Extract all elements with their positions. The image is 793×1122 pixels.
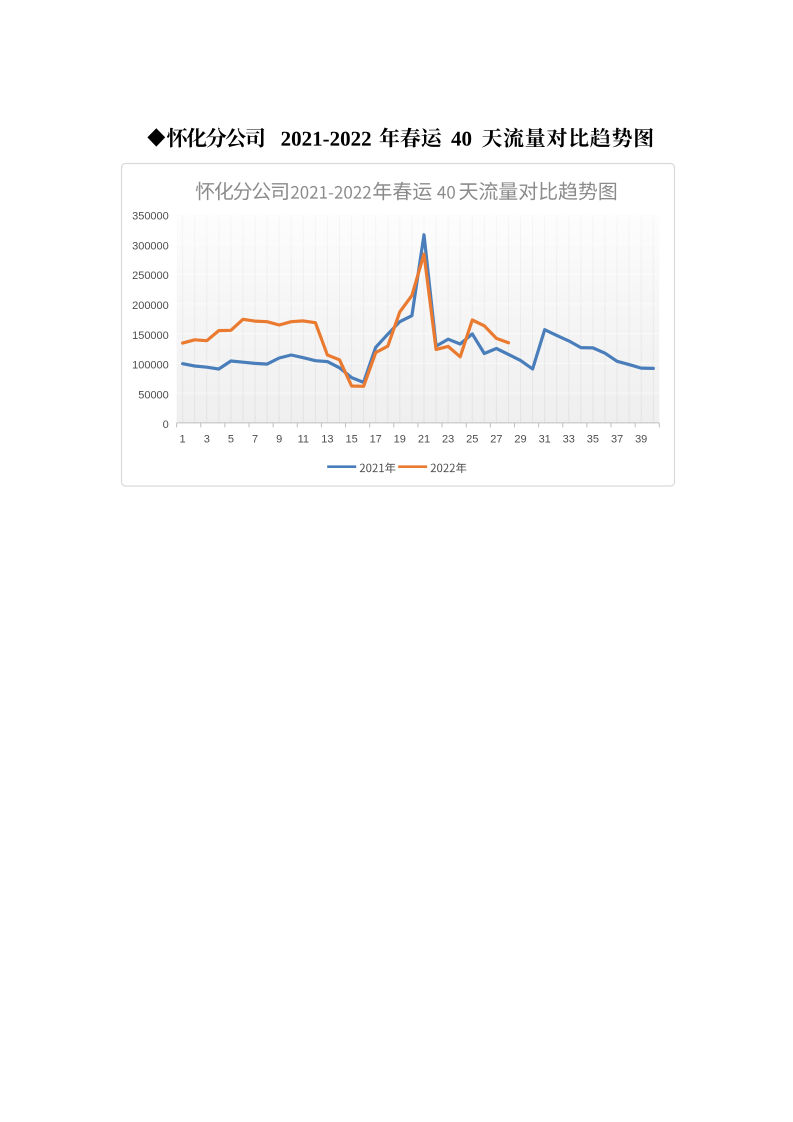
svg-text:11: 11: [298, 434, 309, 446]
svg-text:23: 23: [442, 434, 454, 446]
svg-text:100000: 100000: [132, 360, 169, 372]
svg-text:15: 15: [345, 434, 357, 446]
svg-text:0: 0: [163, 419, 169, 431]
svg-text:39: 39: [635, 434, 647, 446]
svg-text:31: 31: [539, 434, 551, 446]
svg-text:50000: 50000: [138, 389, 169, 401]
svg-text:35: 35: [587, 434, 599, 446]
svg-text:9: 9: [276, 434, 282, 446]
svg-text:37: 37: [611, 434, 623, 446]
svg-text:25: 25: [466, 434, 478, 446]
svg-text:250000: 250000: [132, 270, 169, 282]
svg-text:27: 27: [490, 434, 502, 446]
svg-text:200000: 200000: [132, 300, 169, 312]
svg-text:21: 21: [418, 434, 430, 446]
svg-text:300000: 300000: [132, 241, 169, 253]
svg-text:13: 13: [321, 434, 333, 446]
svg-text:7: 7: [252, 434, 258, 446]
svg-text:150000: 150000: [132, 330, 169, 342]
svg-text:33: 33: [563, 434, 575, 446]
svg-text:1: 1: [180, 434, 186, 446]
svg-text:17: 17: [370, 434, 382, 446]
svg-text:3: 3: [204, 434, 210, 446]
svg-text:350000: 350000: [132, 211, 169, 223]
svg-text:29: 29: [514, 434, 526, 446]
svg-text:19: 19: [394, 434, 406, 446]
svg-text:5: 5: [228, 434, 234, 446]
